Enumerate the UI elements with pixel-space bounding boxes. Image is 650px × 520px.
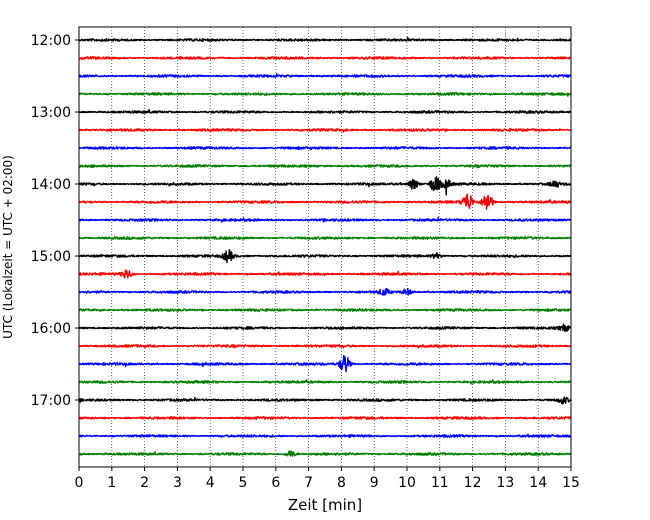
seismogram-trace xyxy=(78,108,572,114)
seismogram-trace xyxy=(78,56,572,60)
x-tick-label: 7 xyxy=(304,475,313,491)
seismogram-trace xyxy=(78,433,572,438)
seismogram-trace xyxy=(78,193,572,210)
seismogram-trace xyxy=(78,416,572,420)
x-tick-label: 3 xyxy=(173,475,182,491)
seismogram-trace xyxy=(78,91,572,97)
seismogram-trace xyxy=(78,450,572,457)
x-tick-label: 13 xyxy=(496,475,514,491)
x-tick-label: 6 xyxy=(271,475,280,491)
y-tick-label: 15:00 xyxy=(31,249,71,265)
y-tick-label: 12:00 xyxy=(31,33,71,49)
trace-series xyxy=(78,36,572,457)
seismogram-trace xyxy=(78,128,572,133)
x-tick-label: 14 xyxy=(529,475,547,491)
seismogram-trace xyxy=(78,73,572,78)
x-tick-label: 11 xyxy=(431,475,449,491)
y-axis-label: UTC (Lokalzeit = UTC + 02:00) xyxy=(1,155,15,339)
seismogram-trace xyxy=(78,344,572,349)
x-axis-label: Zeit [min] xyxy=(288,496,362,514)
seismogram-trace xyxy=(78,249,572,264)
x-tick-label: 9 xyxy=(370,475,379,491)
seismogram-trace xyxy=(78,396,572,405)
seismogram-trace xyxy=(78,323,572,332)
seismogram-trace xyxy=(78,146,572,150)
seismogram-trace xyxy=(78,269,572,279)
plot-frame xyxy=(78,26,572,468)
y-tick-label: 17:00 xyxy=(31,393,71,409)
x-tick-label: 5 xyxy=(239,475,248,491)
x-tick-label: 1 xyxy=(107,475,116,491)
x-tick-label: 2 xyxy=(140,475,149,491)
x-tick-label: 12 xyxy=(464,475,482,491)
x-tick-label: 8 xyxy=(337,475,346,491)
seismogram-trace xyxy=(78,164,572,169)
x-tick-label: 10 xyxy=(398,475,416,491)
x-tick-label: 15 xyxy=(562,475,580,491)
seismogram-trace xyxy=(78,287,572,296)
seismogram-trace xyxy=(78,36,572,42)
grid-lines xyxy=(111,27,539,467)
axis-ticks: 0 1 2 3 4 5 6 7 8 9 10 11 12 13 14 1512:0013:0014:0015:… xyxy=(31,33,580,491)
y-tick-label: 14:00 xyxy=(31,177,71,193)
seismogram-trace xyxy=(78,355,572,373)
seismogram-trace xyxy=(78,216,572,223)
seismogram-trace xyxy=(78,176,572,196)
y-tick-label: 13:00 xyxy=(31,105,71,121)
x-tick-label: 0 xyxy=(75,475,84,491)
x-tick-label: 4 xyxy=(206,475,215,491)
seismogram-trace xyxy=(78,379,572,385)
y-tick-label: 16:00 xyxy=(31,321,71,337)
seismogram-trace xyxy=(78,236,572,240)
seismogram-trace xyxy=(78,308,572,313)
